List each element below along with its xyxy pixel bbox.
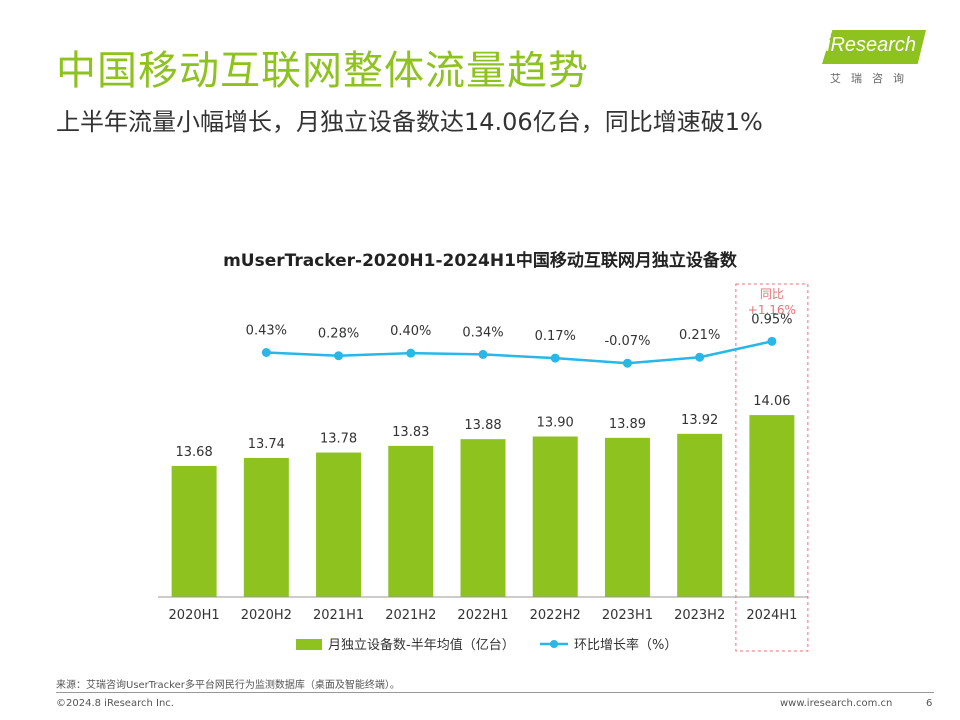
x-tick-label: 2020H2 xyxy=(241,608,292,623)
growth-rate-label: 0.95% xyxy=(751,312,792,327)
growth-rate-point xyxy=(767,336,777,346)
growth-rate-label: 0.40% xyxy=(390,324,431,339)
growth-rate-point xyxy=(695,352,705,362)
growth-rate-point xyxy=(261,348,271,357)
x-tick-label: 2024H1 xyxy=(746,608,797,623)
growth-rate-point xyxy=(622,358,632,368)
iresearch-logo: iResearch 艾瑞咨询 xyxy=(822,30,932,90)
bar xyxy=(532,436,578,597)
bar xyxy=(316,452,362,597)
legend-bar-swatch xyxy=(296,639,322,650)
bar xyxy=(677,433,723,597)
growth-rate-label: 0.21% xyxy=(679,328,720,343)
bar-value-label: 13.74 xyxy=(248,437,285,452)
bar-value-label: 14.06 xyxy=(753,394,790,409)
yoy-label: 同比 xyxy=(760,287,784,301)
bar xyxy=(171,465,217,597)
legend-line-label: 环比增长率（%） xyxy=(574,637,677,653)
growth-rate-label: 0.17% xyxy=(535,329,576,344)
bar-value-label: 13.68 xyxy=(176,445,213,460)
growth-rate-line xyxy=(266,340,773,365)
logo-subtitle: 艾瑞咨询 xyxy=(830,72,914,85)
footer-divider xyxy=(56,692,934,693)
legend-line-marker xyxy=(550,640,558,648)
x-tick-label: 2021H1 xyxy=(313,608,364,623)
logo-shape xyxy=(822,30,926,64)
x-tick-label: 2021H2 xyxy=(385,608,436,623)
growth-rate-label: 0.34% xyxy=(462,325,503,340)
bar-value-label: 13.83 xyxy=(392,425,429,440)
x-tick-label: 2022H2 xyxy=(530,608,581,623)
logo-text: iResearch xyxy=(826,34,917,56)
x-tick-label: 2023H1 xyxy=(602,608,653,623)
page-title: 中国移动互联网整体流量趋势 xyxy=(56,48,589,94)
growth-rate-point xyxy=(334,351,344,361)
bar-value-label: 13.78 xyxy=(320,432,357,447)
bar xyxy=(243,457,289,597)
legend-bar-label: 月独立设备数-半年均值（亿台） xyxy=(328,637,515,653)
x-tick-label: 2022H1 xyxy=(457,608,508,623)
growth-rate-label: 0.43% xyxy=(246,324,287,339)
growth-rate-point xyxy=(478,349,488,359)
x-tick-label: 2023H2 xyxy=(674,608,725,623)
source-note: 来源：艾瑞咨询UserTracker多平台网民行为监测数据库（桌面及智能终端）。 xyxy=(56,680,400,691)
website: www.iresearch.com.cn xyxy=(780,698,893,709)
yoy-value: +1.16% xyxy=(748,303,796,317)
growth-rate-label: -0.07% xyxy=(604,334,650,349)
bar-value-label: 13.88 xyxy=(464,418,501,433)
growth-rate-label: 0.28% xyxy=(318,327,359,342)
bar-value-label: 13.89 xyxy=(609,417,646,432)
page-subtitle: 上半年流量小幅增长，月独立设备数达14.06亿台，同比增速破1% xyxy=(56,108,763,136)
page-number: 6 xyxy=(926,698,933,709)
bar-line-chart: 同比 +1.16% 13.68 2020H1 13.74 2020H2 13.78 2021H… xyxy=(158,283,809,653)
growth-rate-point xyxy=(406,348,416,358)
bar xyxy=(460,439,506,597)
x-tick-label: 2020H1 xyxy=(169,608,220,623)
bar xyxy=(388,445,434,597)
bar xyxy=(749,415,795,597)
bar-value-label: 13.90 xyxy=(537,416,574,431)
growth-rate-point xyxy=(550,353,560,363)
bar-value-label: 13.92 xyxy=(681,413,718,428)
bar xyxy=(604,437,650,597)
chart-title: mUserTracker-2020H1-2024H1中国移动互联网月独立设备数 xyxy=(223,251,737,271)
highlight-box xyxy=(735,283,809,652)
copyright: ©2024.8 iResearch Inc. xyxy=(56,698,174,709)
